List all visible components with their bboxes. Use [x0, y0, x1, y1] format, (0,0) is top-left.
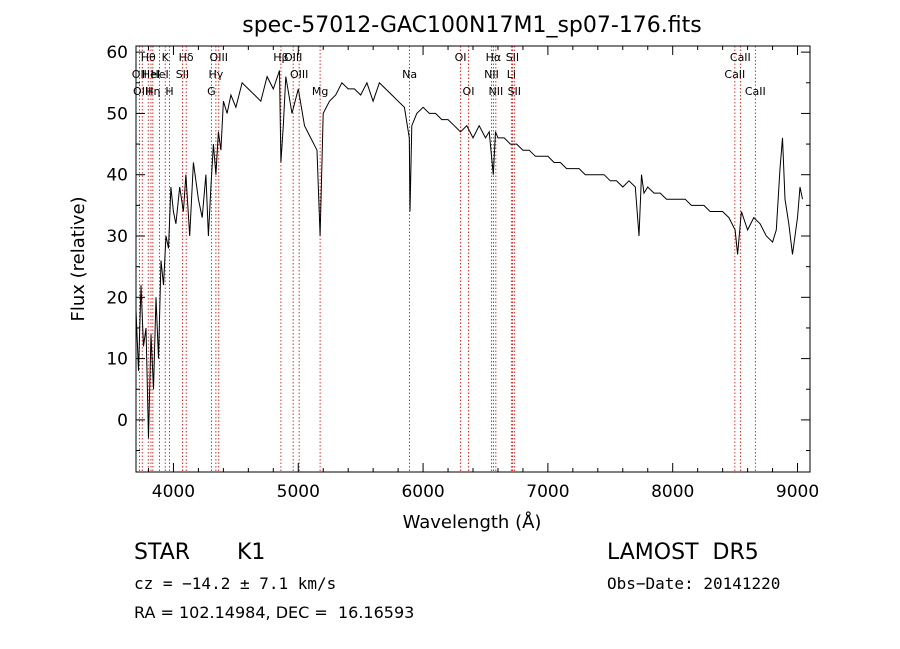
y-tick-label: 50 [106, 104, 128, 124]
line-marker-label: OIII [284, 51, 302, 64]
line-marker-label: Hθ [141, 51, 156, 64]
line-marker-label: Mg [312, 85, 328, 98]
line-marker-label: SII [508, 85, 521, 98]
line-marker-label: CaII [724, 68, 745, 81]
line-marker-label: Hβ [273, 51, 288, 64]
chart-title: spec-57012-GAC100N17M1_sp07-176.fits [242, 13, 702, 38]
line-marker-label: CaII [745, 85, 766, 98]
x-tick-label: 4000 [152, 482, 195, 502]
line-marker-label: Hη [145, 85, 160, 98]
survey-name: LAMOST DR5 [607, 540, 759, 565]
spectrum-line [135, 70, 803, 439]
x-tick-label: 6000 [401, 482, 444, 502]
x-axis-ticks: 4000 5000 6000 7000 8000 9000 [147, 46, 819, 502]
coordinates-readout: RA = 102.14984, DEC = 16.16593 [134, 603, 415, 622]
observation-date: Obs−Date: 20141220 [607, 574, 781, 593]
y-tick-label: 40 [106, 166, 128, 186]
x-tick-label: 7000 [526, 482, 569, 502]
line-marker-label: HeI [142, 68, 160, 81]
line-marker-label: CaII [730, 51, 751, 64]
y-tick-label: 20 [106, 288, 128, 308]
y-axis-label: Flux (relative) [68, 196, 89, 321]
line-marker-label: SII [506, 51, 519, 64]
line-marker-label: HeI [150, 68, 168, 81]
x-tick-label: 9000 [776, 482, 819, 502]
x-axis-label: Wavelength (Å) [403, 511, 542, 533]
line-marker-label: OIII [210, 51, 228, 64]
y-tick-label: 30 [106, 227, 128, 247]
emission-line-markers [138, 46, 756, 472]
y-tick-label: 10 [106, 350, 128, 370]
x-tick-label: 5000 [277, 482, 320, 502]
line-marker-label: NII [484, 68, 499, 81]
line-marker-label: OIII [133, 85, 151, 98]
line-marker-label: Na [402, 68, 417, 81]
y-axis-ticks: 0 10 20 30 40 50 60 [106, 43, 810, 452]
line-marker-label: OIII [290, 68, 308, 81]
line-marker-label: Hγ [208, 68, 223, 81]
line-marker-label: OI [463, 85, 475, 98]
plot-frame [135, 45, 811, 473]
velocity-readout: cz = −14.2 ± 7.1 km/s [134, 574, 337, 593]
x-tick-label: 8000 [651, 482, 694, 502]
line-marker-label: OI [455, 51, 467, 64]
y-tick-label: 0 [117, 411, 128, 431]
line-marker-label: Li [507, 68, 516, 81]
line-marker-label: K [162, 51, 170, 64]
object-class: STAR [134, 540, 191, 565]
line-marker-label: Hα [486, 51, 502, 64]
line-marker-label: G [207, 85, 216, 98]
y-tick-label: 60 [106, 43, 128, 63]
line-marker-label: Hδ [179, 51, 194, 64]
object-subclass: K1 [237, 540, 266, 565]
line-marker-label: NII [488, 85, 503, 98]
line-marker-label: SII [176, 68, 189, 81]
line-marker-label: H [165, 85, 173, 98]
